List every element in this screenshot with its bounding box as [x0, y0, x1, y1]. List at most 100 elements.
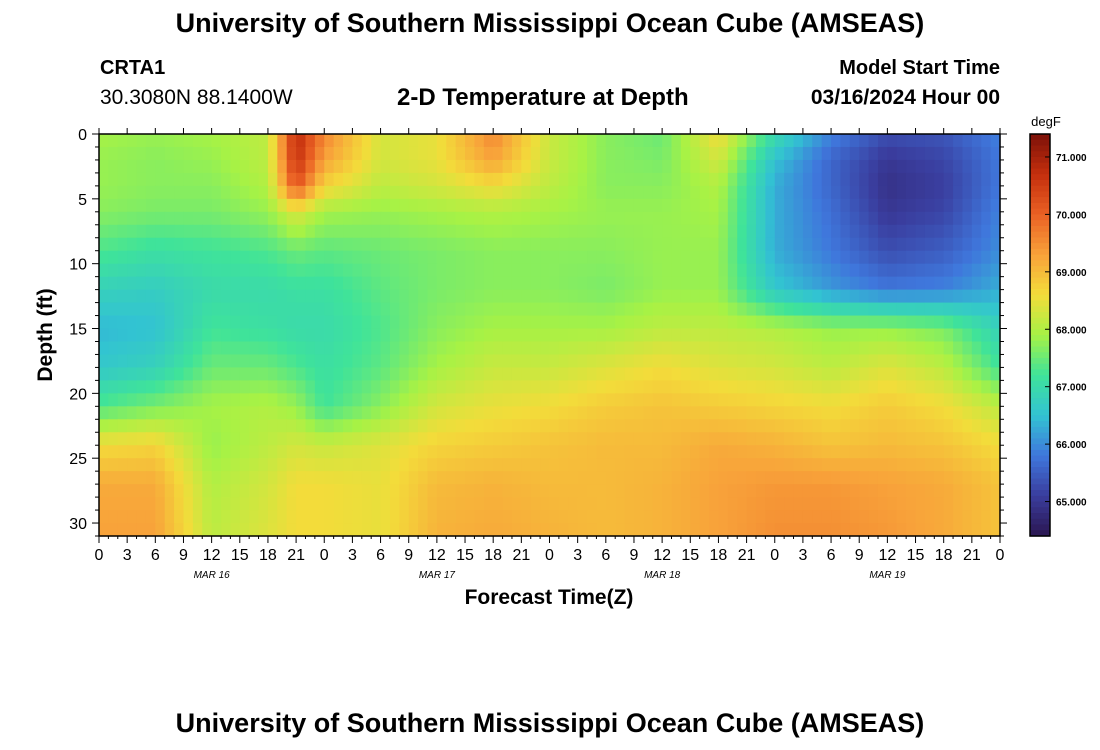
heatmap-cell: [286, 484, 297, 498]
heatmap-cell: [802, 263, 813, 278]
heatmap-cell: [136, 134, 147, 148]
heatmap-cell: [174, 185, 185, 200]
heatmap-cell: [605, 419, 616, 433]
heatmap-cell: [258, 380, 269, 394]
heatmap-cell: [530, 445, 541, 459]
heatmap-cell: [286, 263, 297, 278]
heatmap-cell: [267, 510, 278, 524]
heatmap-cell: [652, 328, 663, 343]
y-tick-label: 20: [69, 386, 87, 403]
heatmap-cell: [174, 354, 185, 369]
heatmap-cell: [859, 328, 870, 343]
heatmap-cell: [221, 471, 231, 485]
heatmap-cell: [765, 237, 776, 252]
heatmap-cell: [784, 380, 795, 394]
x-tick-label: 12: [428, 547, 446, 564]
heatmap-cell: [953, 328, 964, 343]
heatmap-cell: [108, 393, 119, 407]
heatmap-cell: [502, 471, 513, 485]
heatmap-cell: [277, 250, 288, 265]
heatmap-cell: [183, 172, 194, 187]
heatmap-cell: [192, 471, 203, 485]
heatmap-cell: [568, 185, 579, 200]
colorbar-step: [1030, 524, 1050, 531]
heatmap-cell: [624, 172, 635, 187]
x-tick-label: 15: [681, 547, 699, 564]
heatmap-cell: [530, 419, 541, 433]
heatmap-cell: [465, 458, 476, 472]
heatmap-cell: [221, 354, 231, 369]
heatmap-cell: [915, 419, 926, 433]
heatmap-cell: [943, 445, 954, 459]
heatmap-cell: [624, 458, 635, 472]
heatmap-cell: [821, 211, 832, 226]
heatmap-cell: [324, 354, 335, 369]
heatmap-cell: [145, 471, 156, 485]
heatmap-cell: [859, 237, 870, 252]
heatmap-cell: [727, 471, 738, 485]
heatmap-cell: [474, 523, 485, 537]
heatmap-cell: [117, 393, 128, 407]
heatmap-cell: [859, 367, 870, 381]
heatmap-cell: [709, 341, 720, 356]
heatmap-cell: [887, 458, 898, 472]
heatmap-cell: [389, 393, 400, 407]
heatmap-cell: [906, 341, 917, 356]
heatmap-cell: [896, 393, 907, 407]
heatmap-cell: [624, 315, 635, 330]
heatmap-cell: [849, 172, 860, 187]
heatmap-cell: [249, 276, 260, 291]
heatmap-cell: [877, 380, 888, 394]
heatmap-cell: [821, 367, 832, 381]
heatmap-cell: [887, 432, 898, 446]
heatmap-cell: [389, 185, 400, 200]
heatmap-cell: [990, 315, 1001, 330]
heatmap-cell: [605, 471, 616, 485]
heatmap-cell: [605, 224, 616, 239]
heatmap-cell: [380, 198, 391, 213]
heatmap-cell: [605, 146, 616, 161]
heatmap-cell: [877, 523, 888, 537]
heatmap-cell: [211, 146, 222, 161]
heatmap-cell: [906, 445, 917, 459]
heatmap-cell: [643, 315, 654, 330]
heatmap-cell: [108, 367, 119, 381]
heatmap-cell: [680, 276, 691, 291]
heatmap-cell: [662, 250, 673, 265]
heatmap-cell: [709, 198, 720, 213]
heatmap-cell: [605, 237, 616, 252]
heatmap-cell: [267, 523, 278, 537]
heatmap-cell: [483, 289, 494, 304]
heatmap-cell: [821, 471, 832, 485]
heatmap-cell: [859, 497, 870, 511]
colorbar-step: [1030, 283, 1050, 290]
heatmap-cell: [408, 276, 419, 291]
heatmap-cell: [127, 367, 138, 381]
heatmap-cell: [558, 302, 569, 317]
heatmap-cell: [211, 367, 222, 381]
heatmap-cell: [924, 185, 935, 200]
heatmap-cell: [887, 134, 898, 148]
heatmap-cell: [971, 159, 982, 174]
heatmap-cell: [784, 250, 795, 265]
heatmap-cell: [915, 432, 926, 446]
heatmap-cell: [436, 185, 447, 200]
heatmap-cell: [549, 328, 560, 343]
heatmap-cell: [446, 263, 457, 278]
heatmap-cell: [924, 354, 935, 369]
heatmap-cell: [164, 146, 175, 161]
heatmap-cell: [286, 497, 297, 511]
heatmap-cell: [859, 341, 870, 356]
heatmap-cell: [399, 263, 410, 278]
heatmap-cell: [887, 445, 898, 459]
heatmap-cell: [699, 211, 710, 226]
heatmap-cell: [633, 146, 644, 161]
heatmap-cell: [164, 211, 175, 226]
heatmap-cell: [436, 172, 447, 187]
heatmap-cell: [174, 328, 185, 343]
heatmap-cell: [465, 523, 476, 537]
heatmap-cell: [183, 380, 194, 394]
heatmap-cell: [877, 159, 888, 174]
heatmap-cell: [896, 172, 907, 187]
heatmap-cell: [887, 315, 898, 330]
